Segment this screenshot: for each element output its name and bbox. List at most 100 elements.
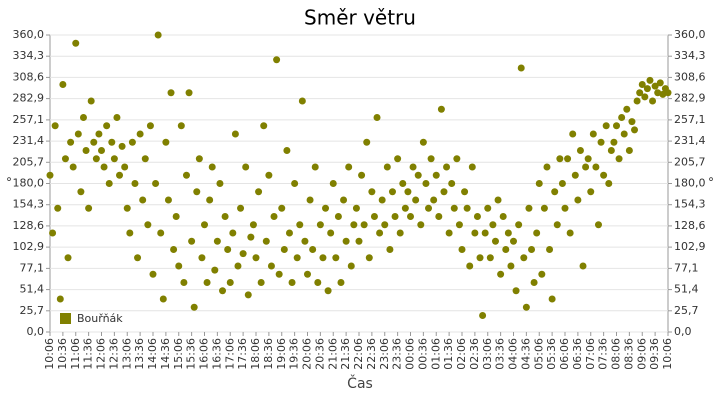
data-point (651, 82, 659, 90)
data-point (631, 126, 639, 134)
data-point (265, 171, 273, 179)
data-point (239, 250, 247, 258)
x-tick-label: 16:06 (198, 338, 211, 370)
data-point (419, 138, 427, 146)
y-tick-label: 308,6 (13, 70, 45, 83)
x-tick-label: 21:06 (326, 338, 339, 370)
y-tick-label: 128,6 (13, 219, 45, 232)
x-tick-label: 20:36 (313, 338, 326, 370)
data-point (481, 229, 489, 237)
data-point (569, 130, 577, 138)
x-tick-label: 18:06 (249, 338, 262, 370)
x-tick-label: 10:06 (43, 338, 56, 370)
data-point (365, 254, 373, 262)
y2-tick-label: 257,1 (674, 113, 706, 126)
chart-title: Směr větru (304, 6, 416, 30)
data-point (625, 147, 633, 154)
data-point (401, 204, 409, 212)
data-point (582, 163, 590, 171)
data-point (170, 246, 178, 253)
data-point (396, 229, 404, 237)
data-point (95, 130, 103, 138)
data-point (229, 229, 237, 237)
data-point (144, 221, 152, 229)
data-point (260, 122, 268, 130)
data-point (157, 229, 165, 237)
x-tick-label: 01:06 (429, 338, 442, 370)
x-tick-label: 06:06 (558, 338, 571, 370)
data-point (613, 122, 620, 130)
data-point (296, 221, 304, 229)
data-point (587, 188, 595, 196)
data-point (131, 180, 139, 187)
data-point (649, 97, 657, 105)
data-point (203, 279, 211, 286)
data-point (455, 221, 463, 229)
data-point (471, 229, 479, 237)
y2-tick-label: 282,9 (674, 92, 706, 105)
data-point (340, 196, 348, 204)
data-point (417, 221, 425, 229)
data-point (180, 279, 188, 286)
x-tick-label: 20:06 (301, 338, 314, 370)
data-point (314, 279, 322, 286)
data-point (507, 262, 515, 270)
y-tick-label: 257,1 (13, 113, 45, 126)
data-point (98, 147, 105, 154)
data-point (118, 142, 126, 150)
x-tick-label: 09:36 (648, 338, 661, 370)
data-point (255, 188, 263, 196)
x-tick-label: 10:06 (661, 338, 674, 370)
data-point (193, 188, 201, 196)
data-point (337, 279, 345, 286)
data-point (316, 221, 324, 229)
data-point (61, 155, 69, 163)
data-point (182, 171, 190, 179)
data-point (618, 114, 626, 121)
data-point (548, 295, 556, 303)
x-tick-label: 15:36 (185, 338, 198, 370)
y2-tick-label: 334,3 (674, 49, 706, 62)
data-point (280, 246, 288, 253)
x-tick-label: 14:06 (146, 338, 159, 370)
data-point (579, 262, 587, 270)
y2-tick-label: 308,6 (674, 70, 706, 83)
data-point (85, 204, 93, 212)
data-point (607, 147, 615, 154)
data-point (656, 79, 664, 87)
data-point (486, 254, 494, 262)
data-point (394, 155, 402, 163)
data-point (159, 295, 167, 303)
data-point (311, 163, 319, 171)
data-point (288, 279, 296, 286)
x-tick-label: 03:06 (481, 338, 494, 370)
x-tick-label: 04:36 (519, 338, 532, 370)
x-tick-label: 22:06 (352, 338, 365, 370)
data-point (535, 180, 543, 187)
data-point (224, 246, 232, 253)
data-point (77, 188, 85, 196)
x-tick-label: 14:36 (159, 338, 172, 370)
x-tick-label: 09:06 (635, 338, 648, 370)
data-point (589, 130, 597, 138)
data-point (141, 155, 149, 163)
data-point (517, 64, 525, 72)
data-point (149, 270, 157, 278)
data-point (270, 213, 278, 220)
data-point (528, 246, 536, 253)
data-point (128, 138, 136, 146)
data-point (175, 262, 183, 270)
y2-tick-label: 77,1 (674, 261, 699, 274)
data-point (226, 279, 234, 286)
x-tick-label: 01:36 (442, 338, 455, 370)
data-point (643, 85, 651, 93)
data-point (319, 254, 327, 262)
x-tick-label: 17:06 (223, 338, 236, 370)
data-point (430, 196, 438, 204)
x-tick-label: 05:06 (532, 338, 545, 370)
data-point (381, 221, 389, 229)
data-point (306, 196, 314, 204)
data-point (450, 204, 458, 212)
data-point (628, 118, 636, 126)
data-point (350, 221, 358, 229)
